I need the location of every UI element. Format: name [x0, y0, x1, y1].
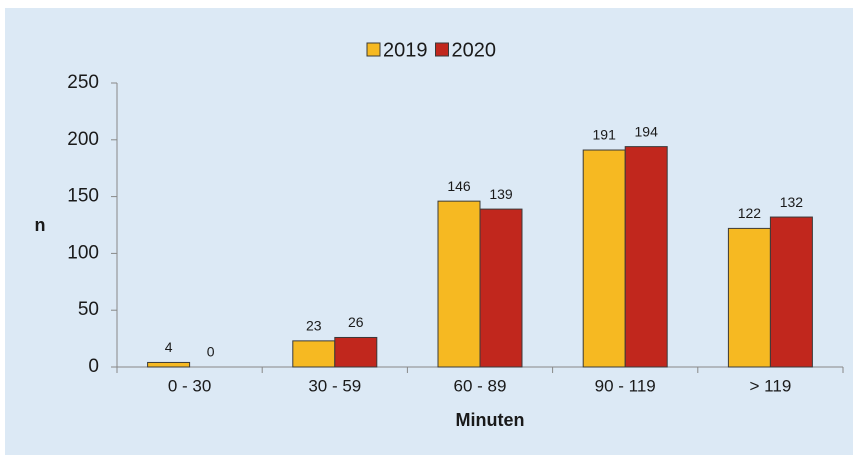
y-axis-label: n: [35, 215, 46, 235]
bar: [334, 336, 378, 368]
bar: [727, 227, 771, 368]
bar: [147, 361, 191, 368]
value-label: 26: [348, 314, 364, 330]
value-label: 23: [306, 318, 322, 334]
y-tick-label: 250: [67, 72, 99, 93]
value-label: 132: [780, 194, 804, 210]
legend-swatch: [366, 42, 381, 57]
value-label: 4: [165, 339, 173, 355]
legend-label: 2020: [452, 39, 497, 61]
bar: [769, 216, 813, 368]
y-tick-label: 100: [67, 242, 99, 263]
value-label: 0: [207, 344, 215, 360]
bar: [292, 340, 336, 368]
bar: [624, 146, 668, 368]
x-tick-label: 60 - 89: [454, 376, 507, 395]
bar: [437, 200, 481, 368]
x-axis-label: Minuten: [456, 410, 525, 430]
x-tick-label: 30 - 59: [308, 376, 361, 395]
x-tick-label: 90 - 119: [595, 376, 656, 395]
value-label: 194: [635, 123, 659, 139]
y-tick-label: 50: [78, 299, 99, 320]
value-label: 122: [738, 205, 762, 221]
legend-swatch: [435, 42, 449, 57]
bar: [479, 208, 523, 368]
value-label: 146: [447, 178, 471, 194]
x-tick-label: 0 - 30: [168, 376, 211, 395]
y-tick-label: 150: [67, 186, 99, 207]
chart-background: [5, 8, 853, 455]
value-label: 139: [489, 186, 513, 202]
y-tick-label: 0: [88, 356, 99, 377]
bar: [582, 149, 626, 368]
x-tick-label: > 119: [750, 376, 792, 395]
legend-label: 2019: [383, 39, 428, 61]
y-tick-label: 200: [67, 129, 99, 150]
value-label: 191: [593, 127, 617, 143]
